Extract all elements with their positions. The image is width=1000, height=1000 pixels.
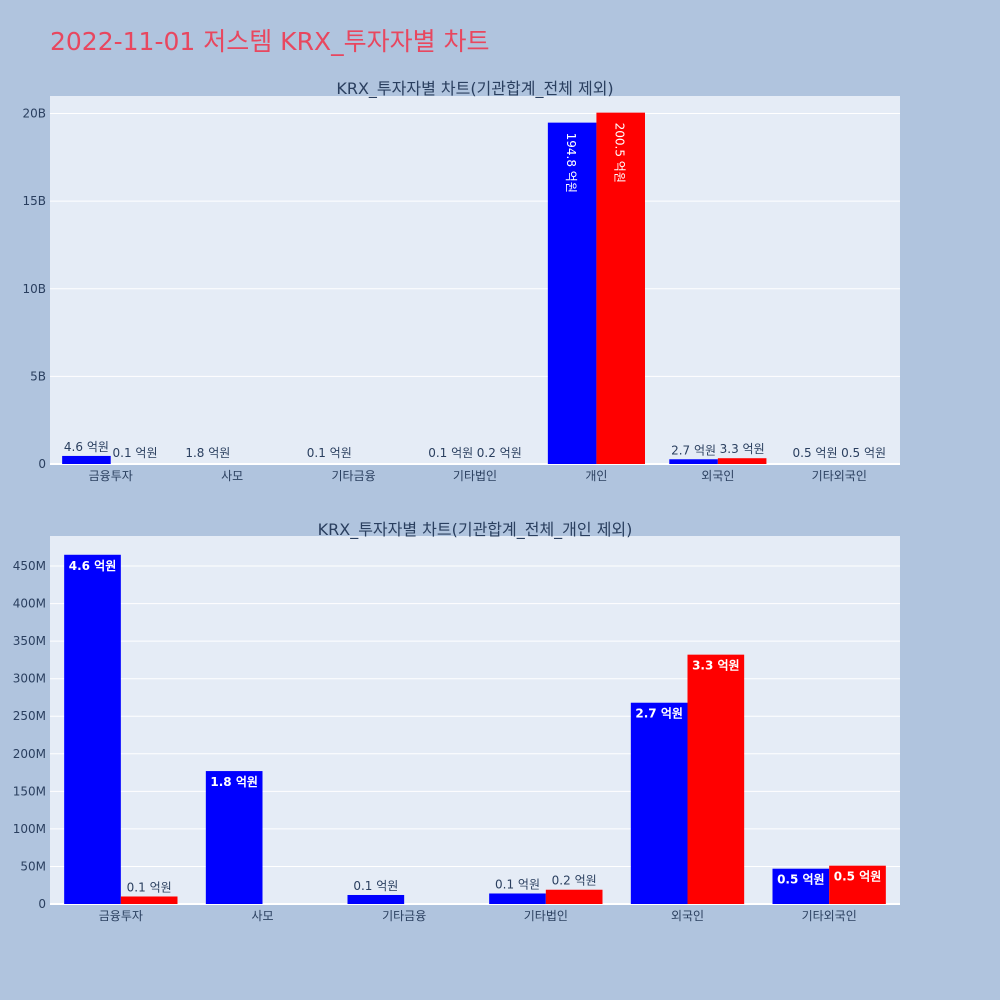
- bar: [687, 654, 745, 904]
- y-tick-label: 0: [38, 457, 46, 471]
- bar: [630, 702, 688, 904]
- data-label: 0.5 억원: [793, 446, 838, 460]
- data-label: 0.2 억원: [552, 874, 597, 888]
- y-tick-label: 450M: [13, 559, 46, 573]
- plot-area: [50, 96, 900, 464]
- y-tick-label: 20B: [22, 107, 46, 121]
- bar: [120, 896, 178, 904]
- y-tick-label: 15B: [22, 194, 46, 208]
- bar: [64, 554, 121, 904]
- x-tick-label: 기타금융: [382, 909, 426, 923]
- bar: [596, 112, 645, 465]
- bar: [205, 771, 263, 904]
- bar: [489, 893, 546, 904]
- x-tick-label: 사모: [221, 469, 243, 483]
- data-label: 1.8 억원: [185, 446, 230, 460]
- data-label: 1.8 억원: [210, 775, 258, 789]
- y-tick-label: 150M: [13, 784, 46, 798]
- bar: [547, 122, 597, 464]
- data-label: 0.1 억원: [307, 446, 352, 460]
- data-label: 4.6 억원: [69, 559, 117, 573]
- data-label: 0.5 억원: [841, 446, 886, 460]
- plot-area: [50, 536, 900, 904]
- x-tick-label: 기타법인: [524, 909, 568, 923]
- x-tick-label: 금융투자: [99, 909, 143, 923]
- chart-top: 0 5B 10B 15B 20B KRX_투자자별 차트(기관합계_전체 제외) 금융투자 사…: [22, 79, 900, 483]
- data-label: 0.2 억원: [477, 446, 522, 460]
- x-tick-label: 기타외국인: [812, 469, 867, 483]
- x-tick-label: 외국인: [701, 469, 734, 483]
- x-tick-label: 개인: [585, 469, 607, 483]
- y-tick-label: 300M: [13, 672, 46, 686]
- bar: [669, 459, 718, 464]
- bar: [62, 455, 111, 464]
- bar: [347, 894, 405, 904]
- data-label: 3.3 억원: [720, 442, 765, 456]
- bar: [545, 889, 603, 904]
- data-label: 0.1 억원: [353, 879, 398, 893]
- chart-title: KRX_투자자별 차트(기관합계_전체 제외): [336, 79, 613, 99]
- data-label: 0.5 억원: [777, 873, 825, 887]
- page-title: 2022-11-01 저스템 KRX_투자자별 차트: [50, 27, 490, 56]
- data-label: 2.7 억원: [635, 707, 683, 721]
- y-tick-label: 100M: [13, 822, 46, 836]
- data-label: 0.1 억원: [495, 877, 540, 891]
- y-tick-label: 5B: [30, 369, 46, 383]
- y-tick-label: 0: [38, 897, 46, 911]
- y-tick-label: 350M: [13, 634, 46, 648]
- x-tick-label: 금융투자: [89, 469, 133, 483]
- data-label: 200.5 억원: [613, 123, 627, 183]
- data-label: 4.6 억원: [64, 440, 109, 454]
- bar: [829, 865, 886, 904]
- data-label: 194.8 억원: [564, 133, 578, 193]
- x-tick-label: 기타금융: [331, 469, 375, 483]
- data-label: 0.1 억원: [428, 446, 473, 460]
- y-tick-label: 200M: [13, 747, 46, 761]
- chart-title: KRX_투자자별 차트(기관합계_전체_개인 제외): [318, 520, 633, 540]
- y-tick-label: 10B: [22, 282, 46, 296]
- data-label: 3.3 억원: [692, 659, 740, 673]
- data-label: 0.1 억원: [127, 880, 172, 894]
- x-tick-label: 기타외국인: [802, 909, 857, 923]
- x-tick-label: 기타법인: [453, 469, 497, 483]
- x-tick-label: 외국인: [671, 909, 704, 923]
- data-label: 2.7 억원: [671, 443, 716, 457]
- x-tick-label: 사모: [251, 909, 273, 923]
- y-tick-label: 50M: [20, 859, 46, 873]
- y-tick-label: 400M: [13, 597, 46, 611]
- bar: [772, 868, 830, 904]
- data-label: 0.1 억원: [113, 446, 158, 460]
- data-label: 0.5 억원: [834, 870, 882, 884]
- y-tick-label: 250M: [13, 709, 46, 723]
- chart-bottom: 0 50M 100M 150M 200M 250M 300M 350M 400M 450M KRX_…: [13, 520, 900, 923]
- bar: [717, 458, 767, 464]
